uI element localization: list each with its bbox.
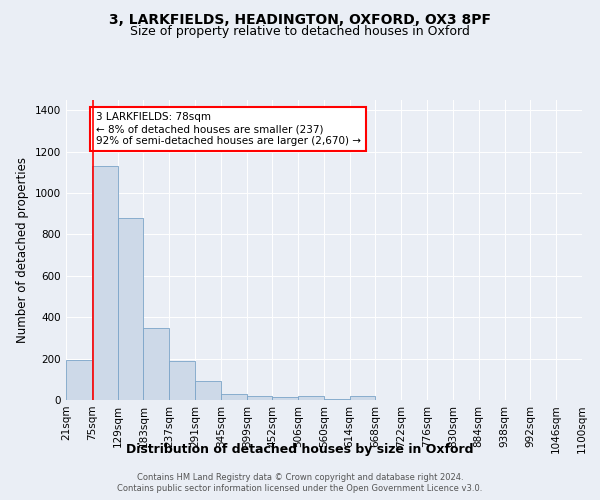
- Text: Contains HM Land Registry data © Crown copyright and database right 2024.: Contains HM Land Registry data © Crown c…: [137, 472, 463, 482]
- Text: 3 LARKFIELDS: 78sqm
← 8% of detached houses are smaller (237)
92% of semi-detach: 3 LARKFIELDS: 78sqm ← 8% of detached hou…: [95, 112, 361, 146]
- Bar: [66, 360, 92, 400]
- Bar: [324, 399, 350, 400]
- Text: Contains public sector information licensed under the Open Government Licence v3: Contains public sector information licen…: [118, 484, 482, 493]
- Bar: [247, 396, 272, 400]
- Bar: [221, 394, 247, 400]
- Text: Distribution of detached houses by size in Oxford: Distribution of detached houses by size …: [126, 442, 474, 456]
- Text: 3, LARKFIELDS, HEADINGTON, OXFORD, OX3 8PF: 3, LARKFIELDS, HEADINGTON, OXFORD, OX3 8…: [109, 12, 491, 26]
- Bar: [169, 360, 195, 400]
- Bar: [143, 328, 169, 400]
- Y-axis label: Number of detached properties: Number of detached properties: [16, 157, 29, 343]
- Bar: [195, 382, 221, 400]
- Bar: [298, 396, 324, 400]
- Bar: [92, 166, 118, 400]
- Text: Size of property relative to detached houses in Oxford: Size of property relative to detached ho…: [130, 25, 470, 38]
- Bar: [272, 397, 298, 400]
- Bar: [118, 218, 143, 400]
- Bar: [350, 396, 376, 400]
